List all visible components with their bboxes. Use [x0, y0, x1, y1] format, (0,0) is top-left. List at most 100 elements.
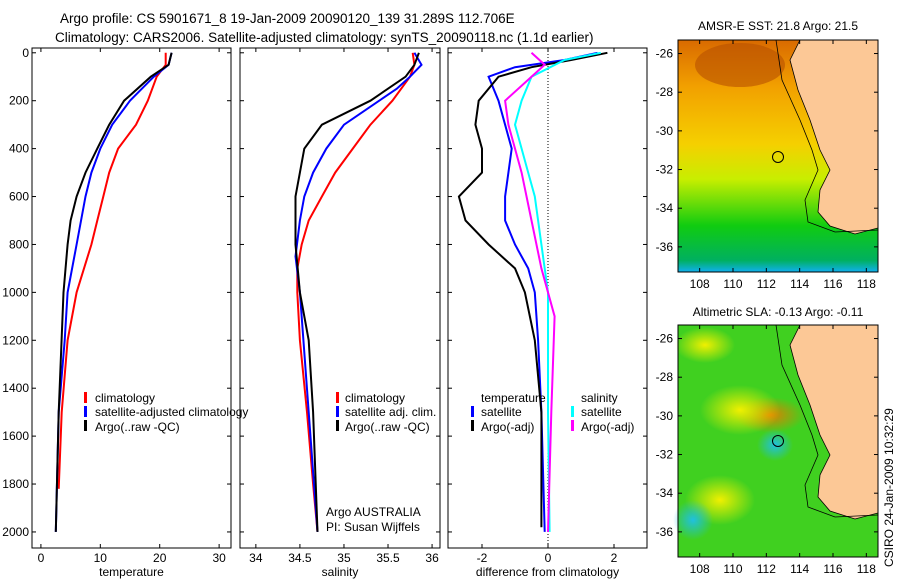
temperature-panel: 0 10 20 30 temperature 0 200 400 600 800 1000 1200 1…: [2, 46, 232, 579]
difference-legend: temperature satellite Argo(-adj) salinit…: [471, 391, 634, 434]
map-x-tick-label: 112: [757, 562, 776, 576]
salinity-panel: 34 34.5 35 35.5 36 salinity: [239, 47, 441, 579]
map-x-tick-label: 112: [757, 277, 776, 291]
legend-swatch-sal-satellite: [571, 406, 574, 417]
map-x-tick-label: 108: [690, 277, 710, 291]
legend-title-temperature: temperature: [481, 391, 546, 405]
legend-label: Argo(-adj): [481, 420, 534, 434]
y-tick-label: 2000: [2, 525, 29, 539]
sla-map-frame: [677, 324, 879, 558]
legend-label: climatology: [95, 391, 155, 405]
map-x-tick-label: 118: [857, 562, 876, 576]
argo-location-marker: [772, 151, 784, 163]
salinity-legend: climatology satellite adj. clim. Argo(..…: [326, 391, 436, 534]
series-line-argo-raw-qc-: [54, 52, 173, 532]
map-y-tick-label: -26: [656, 332, 674, 346]
map-y-tick-label: -32: [656, 163, 674, 177]
isobath: [775, 324, 879, 518]
x-tick-label: 20: [153, 551, 167, 565]
x-tick-label: 34: [249, 551, 263, 565]
map-x-tick-label: 108: [690, 562, 710, 576]
map-y-tick-label: -36: [656, 240, 674, 254]
legend-label: Argo(-adj): [581, 420, 634, 434]
series-line-temperature-satellite: [487, 51, 598, 532]
series-line-satellite-adjusted-climatology: [54, 52, 173, 532]
y-tick-label: 600: [9, 190, 29, 204]
legend-label: satellite: [481, 405, 522, 419]
map-y-tick-label: -34: [656, 201, 674, 215]
map-y-tick-label: -30: [656, 124, 674, 138]
legend-label: satellite: [581, 405, 622, 419]
map-x-tick-label: 114: [790, 562, 809, 576]
map-y-tick-label: -28: [656, 370, 674, 384]
y-tick-label: 1200: [2, 333, 29, 347]
plot-frame: [31, 47, 232, 549]
y-tick-label: 1800: [2, 477, 29, 491]
warm-patch: [695, 43, 785, 87]
legend-label: Argo(..raw -QC): [345, 420, 430, 434]
sla-low-patch: [673, 500, 713, 540]
map-x-tick-label: 110: [723, 562, 742, 576]
legend-swatch-climatology: [84, 392, 87, 403]
x-tick-label: 36: [425, 551, 439, 565]
sla-low-patch: [757, 429, 793, 461]
series-line-salinity-argo-adj-: [504, 52, 556, 532]
legend-swatch-sal-argo: [571, 420, 574, 431]
legend-label: satellite-adjusted climatology: [95, 405, 248, 419]
sla-high-patch: [700, 385, 780, 435]
x-tick-label: 30: [212, 551, 226, 565]
sla-map: Altimetric SLA: -0.13 Argo: -0.11 108 110…: [656, 305, 879, 576]
series-line-temperature-argo-adj-: [457, 51, 608, 528]
legend-label: satellite adj. clim.: [345, 405, 436, 419]
legend-swatch-satellite: [84, 406, 87, 417]
x-tick-label: 35.5: [376, 551, 400, 565]
legend-swatch-argo: [84, 420, 87, 431]
legend-swatch-argo: [336, 420, 339, 431]
sst-map-frame: [677, 39, 879, 273]
legend-swatch-satellite: [336, 406, 339, 417]
series-line-climatology: [57, 52, 167, 489]
map-y-tick-label: -26: [656, 47, 674, 61]
argo-country-annotation: Argo AUSTRALIA: [326, 505, 421, 519]
map-x-tick-label: 116: [823, 562, 842, 576]
sst-map: AMSR-E SST: 21.8 Argo: 21.5 108 110 112 114…: [656, 19, 879, 291]
y-tick-label: 200: [9, 94, 29, 108]
temperature-legend: climatology satellite-adjusted climatolo…: [84, 391, 248, 434]
x-tick-label: 10: [94, 551, 108, 565]
sla-high-patch: [675, 327, 735, 363]
series-line-climatology: [296, 52, 416, 532]
map-y-tick-label: -32: [656, 448, 674, 462]
y-tick-label: 1400: [2, 381, 29, 395]
series-line-argo-raw-qc-: [294, 52, 420, 532]
watermark: CSIRO 24-Jan-2009 10:32:29: [882, 408, 896, 567]
legend-swatch-temp-argo: [471, 420, 474, 431]
x-tick-label: 34.5: [288, 551, 312, 565]
map-x-tick-label: 116: [823, 277, 842, 291]
y-tick-label: 1000: [2, 285, 29, 299]
map-x-tick-label: 118: [857, 277, 876, 291]
argo-location-marker: [772, 435, 784, 447]
y-tick-label: 800: [9, 237, 29, 251]
x-tick-label: 35: [337, 551, 351, 565]
isobath: [775, 39, 879, 233]
x-axis-label: temperature: [99, 565, 164, 579]
x-tick-label: 2: [611, 551, 618, 565]
legend-title-salinity: salinity: [581, 391, 618, 405]
map-x-tick-label: 114: [790, 277, 809, 291]
map-y-tick-label: -34: [656, 486, 674, 500]
plot-frame: [239, 47, 441, 549]
title-line-1: Argo profile: CS 5901671_8 19-Jan-2009 2…: [60, 11, 515, 26]
sst-map-title: AMSR-E SST: 21.8 Argo: 21.5: [698, 19, 858, 33]
sla-map-title: Altimetric SLA: -0.13 Argo: -0.11: [693, 305, 864, 319]
map-y-tick-label: -28: [656, 85, 674, 99]
x-axis-label: difference from climatology: [476, 565, 619, 579]
legend-label: climatology: [345, 391, 405, 405]
x-tick-label: 0: [545, 551, 552, 565]
title-line-2: Climatology: CARS2006. Satellite-adjuste…: [55, 30, 594, 45]
map-x-tick-label: 110: [723, 277, 742, 291]
x-tick-label: 0: [38, 551, 45, 565]
x-tick-label: -2: [477, 551, 488, 565]
y-tick-label: 400: [9, 142, 29, 156]
